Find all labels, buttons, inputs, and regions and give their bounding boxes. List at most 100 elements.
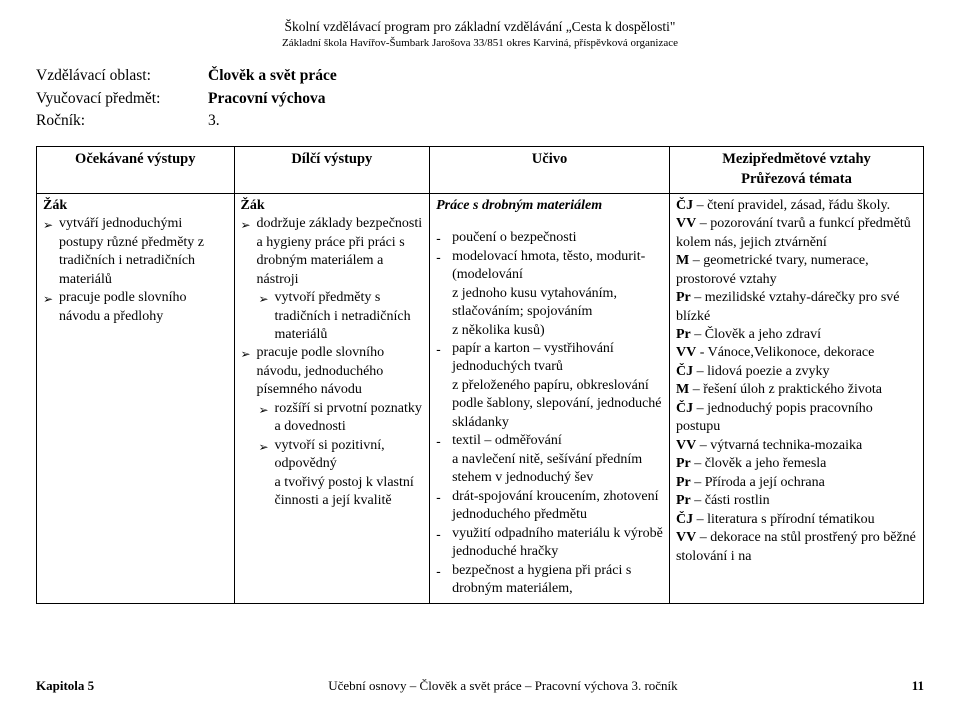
- subject-abbrev: Pr: [676, 456, 691, 471]
- meta-value-subject: Pracovní výchova: [208, 88, 326, 110]
- triangle-bullet-icon: [43, 215, 59, 234]
- triangle-bullet-icon: [259, 437, 275, 456]
- meta-label-subject: Vyučovací předmět:: [36, 88, 208, 110]
- cross-ref-text: – řešení úloh z praktického života: [689, 382, 882, 397]
- cell-partial: Žák dodržuje základy bezpečnosti a hygie…: [234, 193, 430, 603]
- col1-lead: Žák: [43, 197, 228, 215]
- document-header: Školní vzdělávací program pro základní v…: [36, 18, 924, 51]
- list-item: rozšíří si prvotní poznatky a dovednosti: [259, 400, 424, 437]
- cross-ref-line: M – geometrické tvary, numerace, prostor…: [676, 252, 917, 289]
- triangle-bullet-icon: [43, 289, 59, 308]
- cross-ref-line: Pr – Příroda a její ochrana: [676, 474, 917, 492]
- cross-ref-line: VV – výtvarná technika-mozaika: [676, 437, 917, 455]
- list-item-text: drát-spojování kroucením, zhotovení jedn…: [452, 488, 663, 525]
- meta-label-year: Ročník:: [36, 110, 208, 132]
- list-item: pracuje podle slovního návodu a předlohy: [43, 289, 228, 326]
- curriculum-table: Očekávané výstupy Dílčí výstupy Učivo Me…: [36, 146, 924, 603]
- list-item-text: využití odpadního materiálu k výrobě jed…: [452, 525, 663, 562]
- list-item-text: papír a karton – vystřihování jednoduchý…: [452, 340, 663, 432]
- col2-list: dodržuje základy bezpečnosti a hygieny p…: [241, 215, 424, 511]
- subject-abbrev: Pr: [676, 493, 691, 508]
- list-item: poučení o bezpečnosti: [436, 229, 663, 247]
- table-row: Žák vytváří jednoduchými postupy různé p…: [37, 193, 924, 603]
- meta-value-area: Člověk a svět práce: [208, 65, 337, 87]
- list-item: textil – odměřování a navlečení nitě, se…: [436, 432, 663, 487]
- list-item-text: dodržuje základy bezpečnosti a hygieny p…: [257, 215, 424, 289]
- cross-ref-line: Pr – mezilidské vztahy-dárečky pro své b…: [676, 289, 917, 326]
- meta-row-area: Vzdělávací oblast: Člověk a svět práce: [36, 65, 924, 87]
- cross-ref-line: M – řešení úloh z praktického života: [676, 381, 917, 399]
- cross-ref-text: – Příroda a její ochrana: [691, 475, 825, 490]
- list-item-text: poučení o bezpečnosti: [452, 229, 663, 247]
- cross-ref-line: ČJ – jednoduchý popis pracovního postupu: [676, 400, 917, 437]
- subject-abbrev: ČJ: [676, 401, 693, 416]
- footer-title: Učební osnovy – Člověk a svět práce – Pr…: [328, 678, 677, 694]
- col3-list: poučení o bezpečnostimodelovací hmota, t…: [436, 229, 663, 598]
- col-header-cross: Mezipředmětové vztahy Průřezová témata: [669, 147, 923, 193]
- cross-ref-text: – výtvarná technika-mozaika: [696, 438, 862, 453]
- subject-abbrev: VV: [676, 438, 696, 453]
- meta-row-subject: Vyučovací předmět: Pracovní výchova: [36, 88, 924, 110]
- footer-chapter: Kapitola 5: [36, 678, 94, 694]
- col-header-expected: Očekávané výstupy: [37, 147, 235, 193]
- col1-list: vytváří jednoduchými postupy různé předm…: [43, 215, 228, 326]
- subject-abbrev: VV: [676, 345, 696, 360]
- cross-ref-text: – člověk a jeho řemesla: [691, 456, 827, 471]
- cell-cross: ČJ – čtení pravidel, zásad, řádu školy.V…: [669, 193, 923, 603]
- dash-bullet-icon: [436, 248, 452, 266]
- school-name: Základní škola Havířov-Šumbark Jarošova …: [36, 36, 924, 51]
- cross-ref-text: – jednoduchý popis pracovního postupu: [676, 401, 873, 434]
- list-item: využití odpadního materiálu k výrobě jed…: [436, 525, 663, 562]
- subject-abbrev: VV: [676, 216, 696, 231]
- dash-bullet-icon: [436, 488, 452, 506]
- list-item-text: pracuje podle slovního návodu, jednoduch…: [257, 344, 424, 399]
- list-item: vytvoří si pozitivní, odpovědný a tvořiv…: [259, 437, 424, 511]
- cross-ref-line: Pr – části rostlin: [676, 492, 917, 510]
- cross-ref-text: – Člověk a jeho zdraví: [691, 327, 821, 342]
- triangle-bullet-icon: [259, 289, 275, 308]
- cross-ref-text: – pozorování tvarů a funkcí předmětů kol…: [676, 216, 911, 249]
- dash-bullet-icon: [436, 525, 452, 543]
- subject-abbrev: ČJ: [676, 198, 693, 213]
- dash-bullet-icon: [436, 432, 452, 450]
- list-item-text: rozšíří si prvotní poznatky a dovednosti: [275, 400, 424, 437]
- col3-lead: Práce s drobným materiálem: [436, 197, 663, 215]
- subject-abbrev: VV: [676, 530, 696, 545]
- cross-ref-text: – lidová poezie a zvyky: [693, 364, 829, 379]
- cell-content: Práce s drobným materiálem poučení o bez…: [430, 193, 670, 603]
- list-item-text: vytváří jednoduchými postupy různé předm…: [59, 215, 228, 289]
- footer: Kapitola 5 Učební osnovy – Člověk a svět…: [36, 678, 924, 694]
- cross-ref-line: VV – pozorování tvarů a funkcí předmětů …: [676, 215, 917, 252]
- footer-page: 11: [912, 678, 924, 694]
- list-item-text: textil – odměřování a navlečení nitě, se…: [452, 432, 663, 487]
- list-item-text: vytvoří si pozitivní, odpovědný a tvořiv…: [275, 437, 424, 511]
- dash-bullet-icon: [436, 229, 452, 247]
- list-item-text: modelovací hmota, těsto, modurit-(modelo…: [452, 248, 663, 340]
- cross-ref-text: - Vánoce,Velikonoce, dekorace: [696, 345, 874, 360]
- subject-abbrev: M: [676, 382, 689, 397]
- list-item: dodržuje základy bezpečnosti a hygieny p…: [241, 215, 424, 289]
- cross-ref-text: – literatura s přírodní tématikou: [693, 512, 875, 527]
- triangle-bullet-icon: [259, 400, 275, 419]
- col2-lead: Žák: [241, 197, 424, 215]
- subject-abbrev: ČJ: [676, 364, 693, 379]
- cross-ref-line: ČJ – literatura s přírodní tématikou: [676, 511, 917, 529]
- cross-ref-line: Pr – člověk a jeho řemesla: [676, 455, 917, 473]
- cross-ref-line: VV – dekorace na stůl prostřený pro běžn…: [676, 529, 917, 566]
- list-item: modelovací hmota, těsto, modurit-(modelo…: [436, 248, 663, 340]
- triangle-bullet-icon: [241, 344, 257, 363]
- dash-bullet-icon: [436, 340, 452, 358]
- cross-ref-line: ČJ – čtení pravidel, zásad, řádu školy.: [676, 197, 917, 215]
- meta-block: Vzdělávací oblast: Člověk a svět práce V…: [36, 65, 924, 132]
- list-item: bezpečnost a hygiena při práci s drobným…: [436, 562, 663, 599]
- col4-list: ČJ – čtení pravidel, zásad, řádu školy.V…: [676, 197, 917, 566]
- subject-abbrev: Pr: [676, 290, 691, 305]
- list-item: pracuje podle slovního návodu, jednoduch…: [241, 344, 424, 399]
- table-header-row: Očekávané výstupy Dílčí výstupy Učivo Me…: [37, 147, 924, 193]
- cross-ref-text: – čtení pravidel, zásad, řádu školy.: [693, 198, 890, 213]
- subject-abbrev: ČJ: [676, 512, 693, 527]
- cross-ref-text: – dekorace na stůl prostřený pro běžné s…: [676, 530, 916, 563]
- meta-row-year: Ročník: 3.: [36, 110, 924, 132]
- cross-ref-line: Pr – Člověk a jeho zdraví: [676, 326, 917, 344]
- list-item: vytvoří předměty s tradičních i netradič…: [259, 289, 424, 344]
